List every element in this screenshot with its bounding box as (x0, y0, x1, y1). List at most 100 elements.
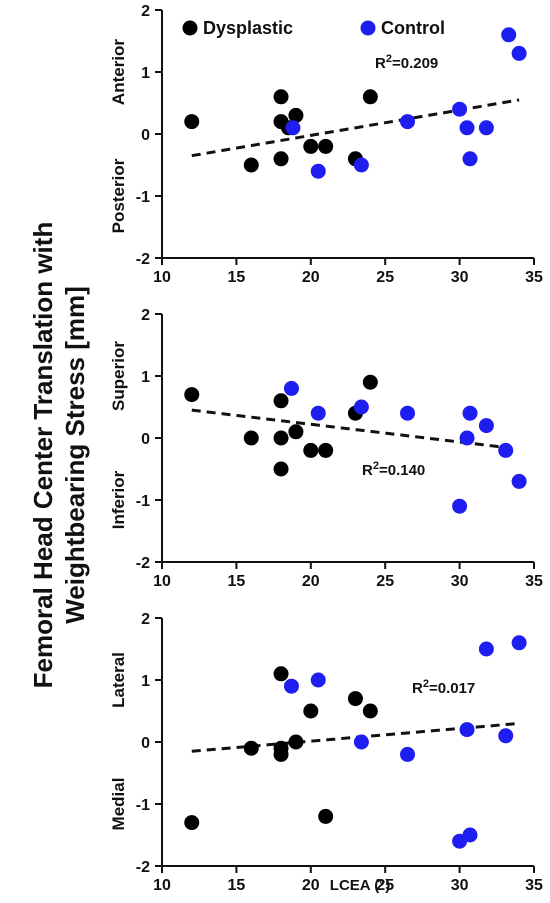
x-tick-label: 20 (302, 573, 320, 590)
point-control (459, 120, 475, 136)
point-control (462, 151, 478, 167)
point-control (310, 405, 326, 421)
x-tick-label: 20 (302, 877, 320, 894)
direction-label-top: Superior (109, 341, 128, 411)
x-tick-label: 30 (451, 877, 469, 894)
point-control (501, 27, 517, 43)
point-control (511, 473, 527, 489)
point-dysplastic (362, 374, 378, 390)
y-axis-title-line2: Weightbearing Stress [mm] (60, 286, 90, 624)
legend-label-dysplastic: Dysplastic (203, 18, 293, 38)
x-tick-label: 30 (451, 269, 469, 286)
y-tick-label: 0 (141, 431, 150, 448)
scatter-panel-1: 210-1-210 15 20 25 30 35AnteriorPosteriorR2=0… (109, 3, 543, 286)
point-dysplastic (288, 107, 304, 123)
x-tick-label: 15 (228, 573, 246, 590)
point-dysplastic (273, 666, 289, 682)
r-squared-label: R2=0.140 (362, 460, 425, 479)
point-control (459, 430, 475, 446)
point-control (285, 120, 301, 136)
point-control (478, 418, 494, 434)
point-dysplastic (243, 157, 259, 173)
point-dysplastic (273, 89, 289, 105)
point-dysplastic (273, 746, 289, 762)
point-control (511, 45, 527, 61)
y-tick-label: 1 (141, 673, 150, 690)
direction-label-top: Anterior (109, 39, 128, 106)
point-control (498, 442, 514, 458)
point-control (283, 678, 299, 694)
x-tick-label: 25 (376, 269, 394, 286)
point-control (478, 120, 494, 136)
point-control (478, 641, 494, 657)
point-control (400, 405, 416, 421)
point-control (459, 722, 475, 738)
point-control (353, 157, 369, 173)
point-dysplastic (273, 430, 289, 446)
point-control (452, 498, 468, 514)
point-dysplastic (243, 740, 259, 756)
point-dysplastic (303, 138, 319, 154)
x-tick-label: 30 (451, 573, 469, 590)
point-dysplastic (303, 703, 319, 719)
point-control (462, 827, 478, 843)
y-tick-label: 0 (141, 735, 150, 752)
point-control (400, 746, 416, 762)
scatter-panels: 210-1-210 15 20 25 30 35AnteriorPosteriorR2=0… (109, 3, 543, 894)
point-control (353, 734, 369, 750)
x-tick-label: 10 (153, 573, 171, 590)
point-dysplastic (273, 393, 289, 409)
direction-label-bottom: Inferior (109, 470, 128, 529)
y-tick-label: 2 (141, 307, 150, 324)
point-dysplastic (273, 461, 289, 477)
x-tick-label: 20 (302, 269, 320, 286)
x-tick-label: 25 (376, 877, 394, 894)
direction-label-bottom: Posterior (109, 158, 128, 233)
y-tick-label: -1 (136, 189, 150, 206)
point-dysplastic (303, 442, 319, 458)
point-control (310, 672, 326, 688)
point-dysplastic (184, 387, 200, 403)
y-tick-label: 0 (141, 127, 150, 144)
point-control (283, 380, 299, 396)
point-control (498, 728, 514, 744)
point-dysplastic (243, 430, 259, 446)
y-tick-label: 2 (141, 611, 150, 628)
x-tick-label: 35 (525, 269, 543, 286)
point-dysplastic (318, 808, 334, 824)
x-tick-label: 35 (525, 877, 543, 894)
legend-marker-control (360, 20, 376, 36)
x-tick-label: 35 (525, 573, 543, 590)
y-tick-label: 1 (141, 65, 150, 82)
x-axis-title: LCEA (°) (330, 877, 390, 894)
point-control (400, 114, 416, 130)
y-tick-label: -2 (136, 251, 150, 268)
trend-line (191, 408, 505, 449)
x-tick-label: 10 (153, 269, 171, 286)
y-axis-title-line1: Femoral Head Center Translation with (28, 222, 58, 689)
point-dysplastic (288, 734, 304, 750)
point-dysplastic (362, 703, 378, 719)
point-dysplastic (184, 114, 200, 130)
scatter-panel-2: 210-1-210 15 20 25 30 35SuperiorInferiorR2=0.… (109, 307, 543, 590)
legend-marker-dysplastic (182, 20, 198, 36)
direction-label-bottom: Medial (109, 778, 128, 831)
legend-label-control: Control (381, 18, 445, 38)
point-control (353, 399, 369, 415)
point-dysplastic (273, 151, 289, 167)
point-control (511, 635, 527, 651)
point-dysplastic (318, 138, 334, 154)
point-dysplastic (288, 424, 304, 440)
point-control (452, 101, 468, 117)
y-tick-label: 2 (141, 3, 150, 20)
point-control (310, 163, 326, 179)
x-tick-label: 10 (153, 877, 171, 894)
x-tick-label: 15 (228, 877, 246, 894)
x-tick-label: 25 (376, 573, 394, 590)
direction-label-top: Lateral (109, 652, 128, 708)
y-tick-label: -2 (136, 555, 150, 572)
x-tick-label: 15 (228, 269, 246, 286)
y-tick-label: -2 (136, 859, 150, 876)
r-squared-label: R2=0.209 (375, 53, 438, 72)
